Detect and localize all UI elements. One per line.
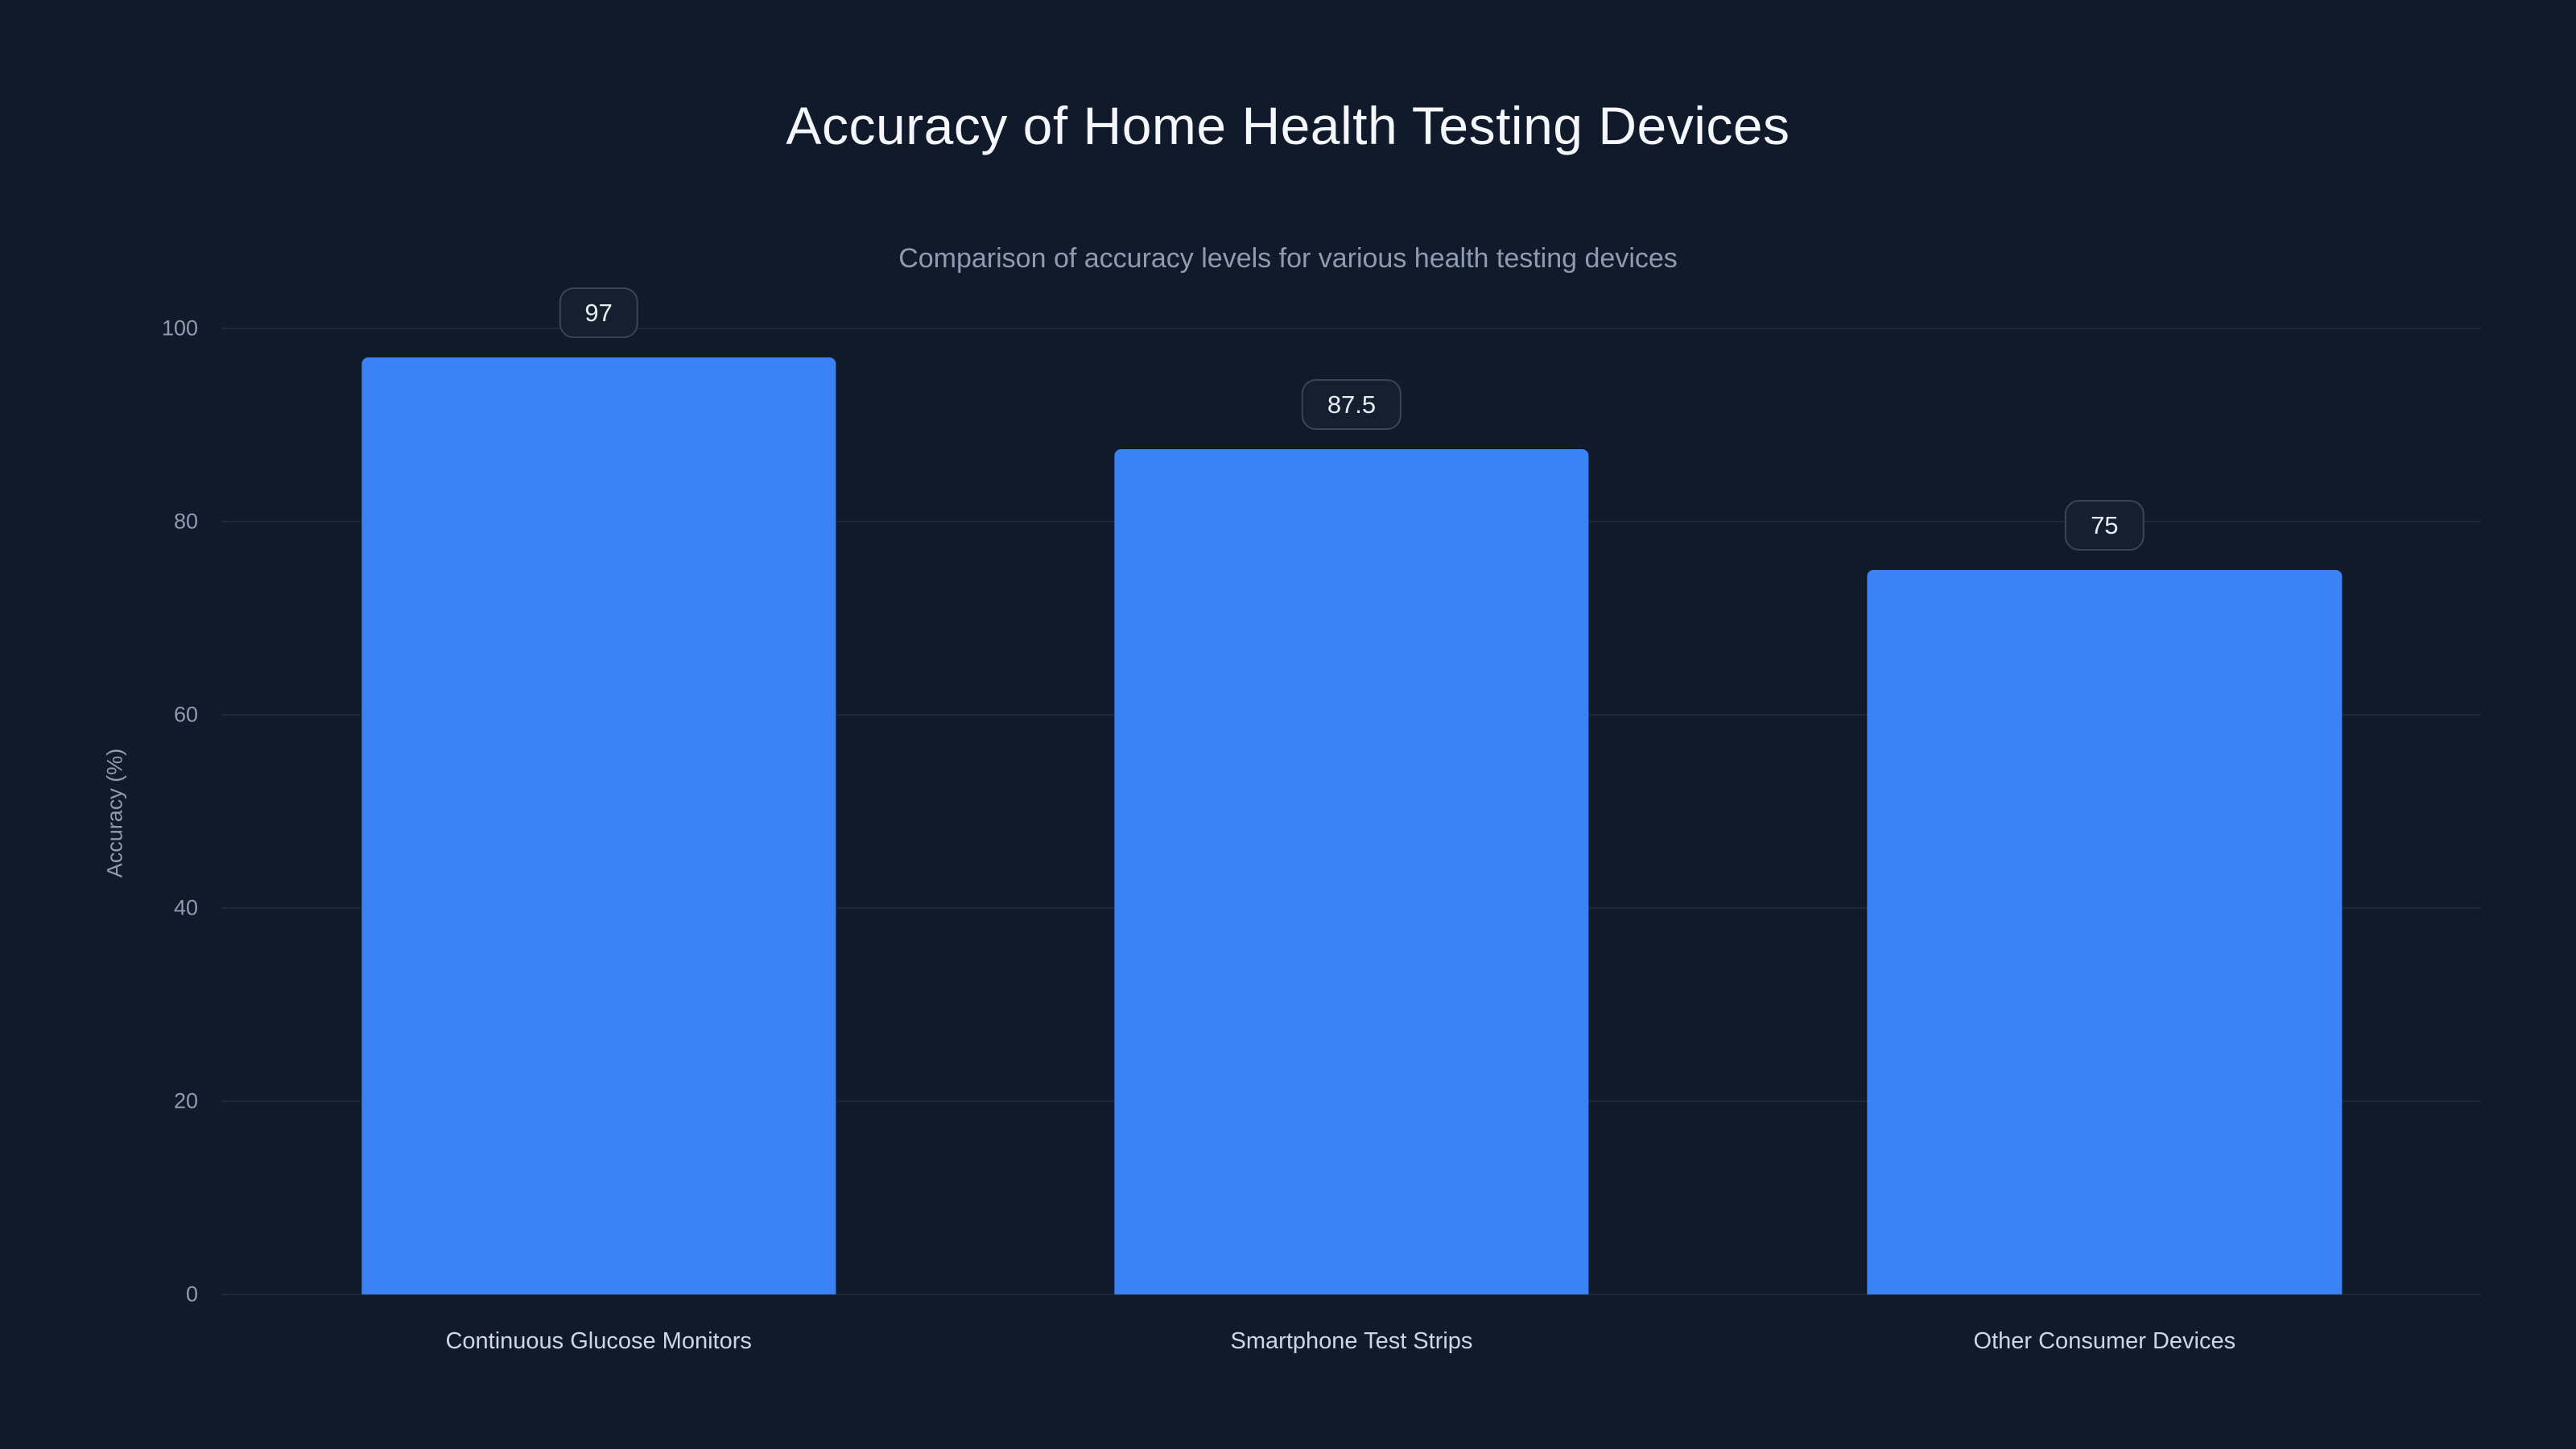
bar-continuous-glucose-monitors[interactable] bbox=[361, 357, 836, 1294]
x-category-label: Continuous Glucose Monitors bbox=[445, 1328, 752, 1354]
y-tick-label-0: 0 bbox=[185, 1282, 198, 1307]
plot-area: 0 20 40 60 80 100 97 Continuous Glucose Monitor… bbox=[162, 287, 2481, 1354]
y-axis-title: Accuracy (%) bbox=[102, 748, 127, 878]
value-badge: 87.5 bbox=[1301, 379, 1402, 430]
value-badge: 97 bbox=[559, 287, 638, 338]
value-badge: 75 bbox=[2065, 500, 2145, 551]
y-tick-label-40: 40 bbox=[173, 895, 198, 920]
bar-other-consumer-devices[interactable] bbox=[1867, 570, 2342, 1294]
x-category-label: Smartphone Test Strips bbox=[1230, 1328, 1473, 1354]
bar-slot: 97 Continuous Glucose Monitors bbox=[222, 287, 975, 1354]
bar-slot: 75 Other Consumer Devices bbox=[1728, 328, 2481, 1354]
gridline-y0 bbox=[222, 1294, 2481, 1295]
y-tick-label-20: 20 bbox=[173, 1088, 198, 1113]
bar-smartphone-test-strips[interactable] bbox=[1114, 449, 1589, 1294]
y-tick-label-60: 60 bbox=[173, 702, 198, 727]
chart-subtitle: Comparison of accuracy levels for variou… bbox=[898, 243, 1678, 274]
bar-slot: 87.5 Smartphone Test Strips bbox=[975, 328, 1728, 1354]
y-tick-label-80: 80 bbox=[173, 509, 198, 534]
chart-title: Accuracy of Home Health Testing Devices bbox=[786, 96, 1790, 155]
gridline-y100 bbox=[222, 328, 2481, 329]
x-category-label: Other Consumer Devices bbox=[1973, 1328, 2236, 1354]
y-tick-label-100: 100 bbox=[161, 316, 198, 341]
